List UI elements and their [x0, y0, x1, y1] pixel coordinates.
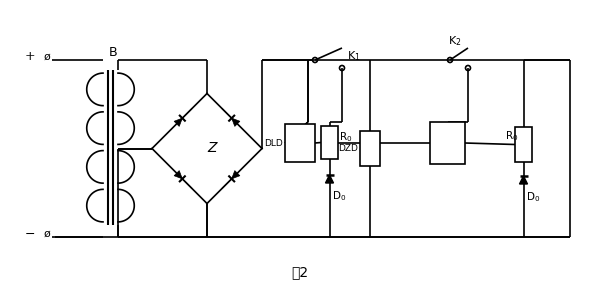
Text: D$_0$: D$_0$: [332, 189, 347, 203]
Text: Z: Z: [207, 142, 217, 156]
Text: 图2: 图2: [292, 265, 308, 279]
Polygon shape: [325, 175, 334, 183]
Bar: [321, 126, 338, 159]
Bar: [430, 122, 465, 164]
Text: +: +: [25, 51, 35, 63]
Polygon shape: [174, 118, 182, 126]
Polygon shape: [232, 171, 240, 179]
Text: DZD: DZD: [338, 144, 358, 153]
Text: K$_1$: K$_1$: [347, 49, 361, 63]
Bar: [515, 127, 532, 162]
Text: K$_2$: K$_2$: [448, 34, 461, 48]
Text: D$_0$: D$_0$: [527, 190, 541, 204]
Text: DLD: DLD: [264, 138, 283, 147]
Text: B: B: [109, 46, 118, 58]
Bar: [285, 124, 315, 162]
Text: R$_0$: R$_0$: [339, 131, 352, 145]
Text: ø: ø: [44, 229, 50, 239]
Bar: [360, 131, 380, 166]
Text: −: −: [25, 227, 35, 241]
Text: R$_0$: R$_0$: [505, 130, 519, 143]
Polygon shape: [174, 171, 182, 179]
Polygon shape: [232, 118, 240, 126]
Text: ø: ø: [44, 52, 50, 62]
Polygon shape: [520, 176, 527, 184]
